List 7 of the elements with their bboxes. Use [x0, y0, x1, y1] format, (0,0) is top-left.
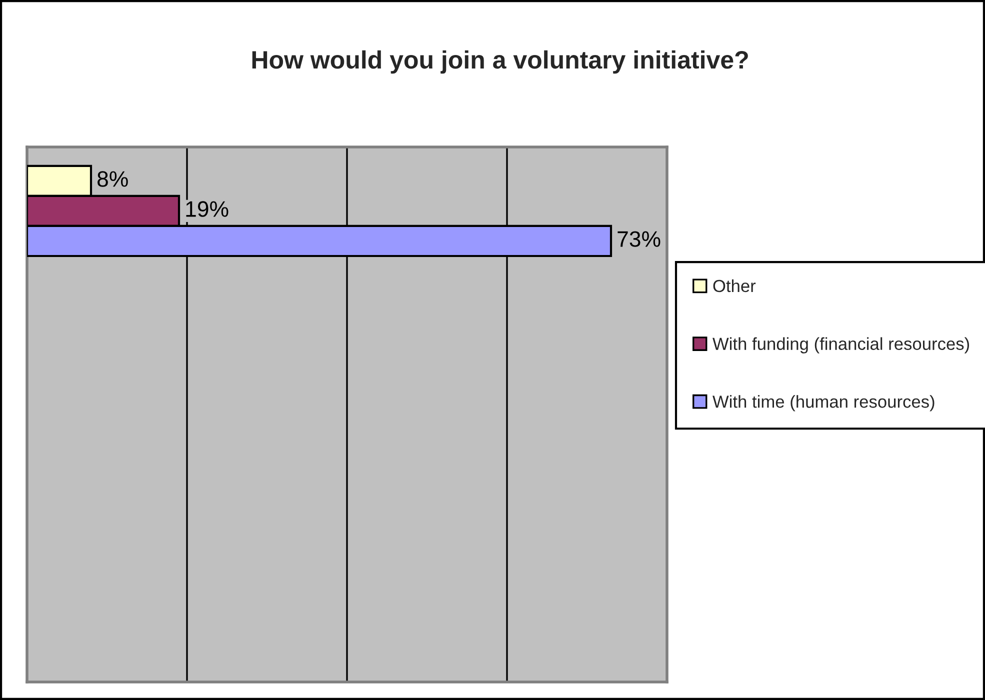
data-label: 8%: [98, 171, 128, 187]
data-label: 19%: [186, 201, 228, 217]
data-label: 73%: [618, 231, 660, 247]
legend-label: Other: [713, 279, 756, 292]
legend-label: With time (human resources): [712, 395, 934, 412]
chart-title: How would you join a voluntary initiative?: [252, 50, 748, 74]
legend-label: With funding (financial resources): [712, 337, 970, 354]
